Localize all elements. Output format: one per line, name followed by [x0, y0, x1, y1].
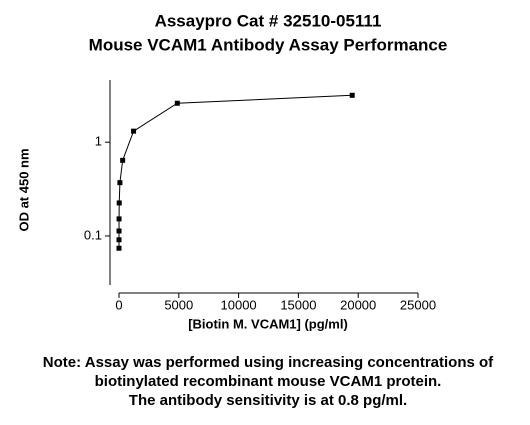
- marker: [116, 245, 122, 251]
- marker: [120, 157, 126, 163]
- x-tick-label: 10000: [221, 297, 257, 312]
- x-tick-label: 25000: [400, 297, 436, 312]
- marker: [117, 180, 123, 186]
- marker: [349, 92, 355, 98]
- note: Note: Assay was performed using increasi…: [43, 354, 494, 371]
- x-axis-label: [Biotin M. VCAM1] (pg/ml): [188, 316, 348, 331]
- x-tick-label: 15000: [280, 297, 316, 312]
- x-tick-label: 0: [115, 297, 122, 312]
- x-tick-label: 5000: [164, 297, 193, 312]
- note: biotinylated recombinant mouse VCAM1 pro…: [95, 373, 442, 390]
- marker: [116, 237, 122, 243]
- marker: [116, 228, 122, 234]
- chart-title: Mouse VCAM1 Antibody Assay Performance: [89, 35, 448, 54]
- marker: [116, 200, 122, 206]
- x-tick-label: 20000: [340, 297, 376, 312]
- note: The antibody sensitivity is at 0.8 pg/ml…: [129, 392, 407, 409]
- marker: [174, 100, 180, 106]
- marker: [131, 128, 137, 134]
- chart-title: Assaypro Cat # 32510-05111: [155, 11, 382, 30]
- y-tick-label: 1: [95, 134, 102, 149]
- y-axis-label: OD at 450 nm: [16, 148, 31, 231]
- y-tick-label: 0.1: [84, 227, 102, 242]
- marker: [116, 216, 122, 222]
- line: [118, 94, 353, 249]
